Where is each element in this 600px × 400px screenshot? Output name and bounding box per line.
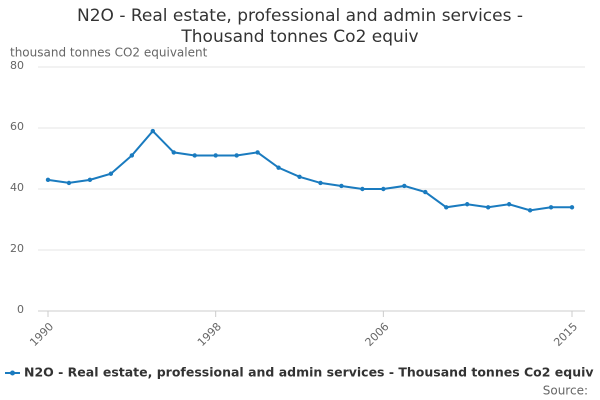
data-point — [381, 186, 386, 192]
x-tick-label: 1990 — [27, 320, 56, 349]
data-point — [318, 180, 323, 186]
legend-marker — [10, 370, 15, 376]
data-point — [297, 174, 302, 179]
y-tick-label: 80 — [10, 59, 24, 72]
y-tick-label: 60 — [10, 120, 24, 133]
data-point — [465, 202, 470, 207]
data-point — [506, 202, 512, 207]
x-tick-label: 2006 — [363, 320, 392, 349]
data-point — [485, 205, 491, 210]
data-point — [444, 205, 449, 210]
data-point — [255, 150, 260, 155]
data-point — [150, 128, 155, 134]
data-point — [402, 183, 407, 189]
data-point — [234, 153, 239, 158]
chart-title: N2O - Real estate, professional and admi… — [77, 6, 523, 47]
y-axis-label: thousand tonnes CO2 equivalent — [10, 46, 208, 60]
y-tick-label: 20 — [10, 242, 24, 255]
series-line — [47, 129, 572, 212]
data-point — [339, 183, 344, 189]
source: Source: — [543, 384, 588, 398]
data-point — [87, 177, 93, 183]
data-point — [108, 171, 114, 176]
y-tick-label: 0 — [17, 303, 24, 316]
data-point — [129, 153, 135, 158]
data-point — [527, 208, 533, 213]
x-tick-label: 1998 — [195, 320, 224, 349]
x-tick-label: 2015 — [551, 320, 580, 349]
data-point — [569, 205, 575, 210]
data-point — [45, 177, 51, 183]
data-point — [213, 153, 218, 158]
data-point — [192, 153, 197, 158]
data-point — [66, 180, 72, 186]
data-point — [360, 186, 365, 192]
data-point — [548, 205, 554, 210]
data-point — [276, 165, 281, 170]
legend-label: N2O - Real estate, professional and admi… — [24, 365, 594, 380]
y-tick-label: 40 — [10, 181, 24, 194]
data-point — [423, 189, 428, 195]
data-point — [171, 150, 176, 155]
